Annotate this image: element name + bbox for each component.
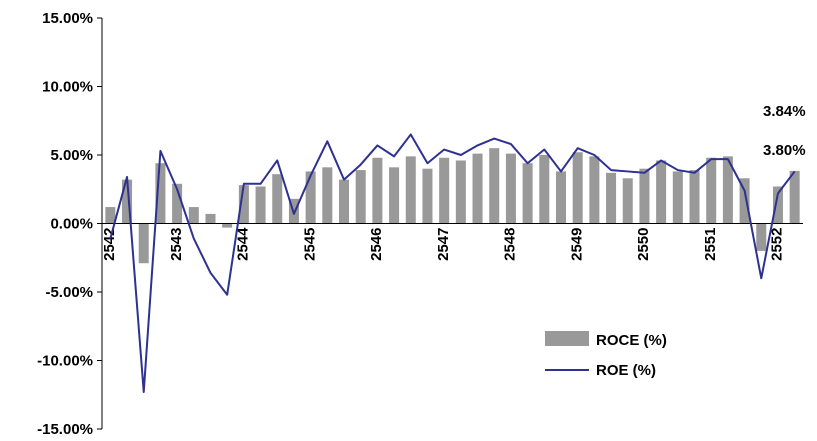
- roce-bar: [522, 163, 533, 224]
- roce-bar: [689, 170, 700, 224]
- roce-bar: [339, 179, 350, 224]
- y-tick-label: 10.00%: [42, 79, 93, 96]
- roce-bar: [305, 171, 316, 224]
- roce-bar: [155, 163, 166, 224]
- x-tick-label: 2545: [301, 228, 318, 261]
- x-tick-label: 2552: [769, 228, 786, 261]
- y-tick-label: 15.00%: [42, 10, 93, 27]
- roce-bar: [472, 153, 483, 224]
- roce-bar: [355, 170, 366, 224]
- roce-bar: [722, 156, 733, 224]
- roce-bar: [422, 168, 433, 224]
- legend-roe-label: ROE (%): [596, 362, 656, 379]
- roce-bars: [105, 148, 800, 264]
- roce-bar: [272, 174, 283, 224]
- y-tick-label: -5.00%: [45, 284, 93, 301]
- y-tick-label: 5.00%: [50, 147, 93, 164]
- y-tick-label: -10.00%: [37, 353, 93, 370]
- roce-bar: [238, 185, 249, 224]
- legend-roce-swatch: [545, 331, 589, 346]
- x-tick-label: 2543: [168, 228, 185, 261]
- x-tick-label: 2542: [101, 228, 118, 261]
- x-tick-label: 2549: [568, 228, 585, 261]
- roce-bar: [789, 170, 800, 224]
- roce-bar: [555, 171, 566, 224]
- legend-roce-label: ROCE (%): [596, 332, 667, 349]
- roce-bar: [572, 152, 583, 224]
- y-tick-label: -15.00%: [37, 421, 93, 438]
- y-tick-label: 0.00%: [50, 216, 93, 233]
- roce-bar: [706, 157, 717, 224]
- x-tick-label: 2544: [235, 227, 252, 261]
- roce-bar: [255, 186, 266, 224]
- x-tick-label: 2546: [368, 228, 385, 261]
- roce-bar: [455, 160, 466, 224]
- x-tick-label: 2547: [435, 228, 452, 261]
- roce-bar: [122, 179, 133, 224]
- roce-bar: [372, 157, 383, 224]
- roce-bar: [489, 148, 500, 224]
- roce-bar: [138, 223, 149, 264]
- roce-bar: [772, 186, 783, 224]
- roce-bar: [739, 178, 750, 224]
- roe-line: [109, 133, 796, 394]
- roce-bar: [222, 223, 233, 228]
- roce-bar: [656, 160, 667, 224]
- roce-bar: [589, 156, 600, 224]
- roce-bar: [389, 167, 400, 224]
- legend: ROCE (%) ROE (%): [545, 331, 667, 379]
- roce-bar: [172, 183, 183, 224]
- roce-bar: [205, 213, 216, 224]
- x-tick-label: 2548: [502, 228, 519, 261]
- roce-bar: [322, 167, 333, 224]
- roce-bar: [672, 171, 683, 224]
- roce-bar: [505, 153, 516, 224]
- roce-bar: [539, 155, 550, 224]
- roce-bar: [606, 172, 617, 224]
- annotation-roe-last: 3.80%: [763, 142, 806, 159]
- x-tick-label: 2551: [702, 228, 719, 261]
- axes: [101, 18, 803, 429]
- roce-bar: [622, 178, 633, 224]
- roce-bar: [756, 223, 767, 251]
- roce-bar: [405, 156, 416, 224]
- x-tick-label: 2550: [635, 228, 652, 261]
- roce-bar: [639, 168, 650, 224]
- x-axis-ticks: 2542 2543 2544 2545 2546 2547 2548 2549 2550 2551…: [101, 227, 786, 261]
- annotation-roce-last: 3.84%: [763, 103, 806, 120]
- roce-bar: [105, 207, 116, 224]
- y-axis-ticks: 15.00% 10.00% 5.00% 0.00% -5.00% -10.00% -15.0…: [37, 10, 102, 438]
- roce-bar: [188, 207, 199, 224]
- roce-bar: [439, 157, 450, 224]
